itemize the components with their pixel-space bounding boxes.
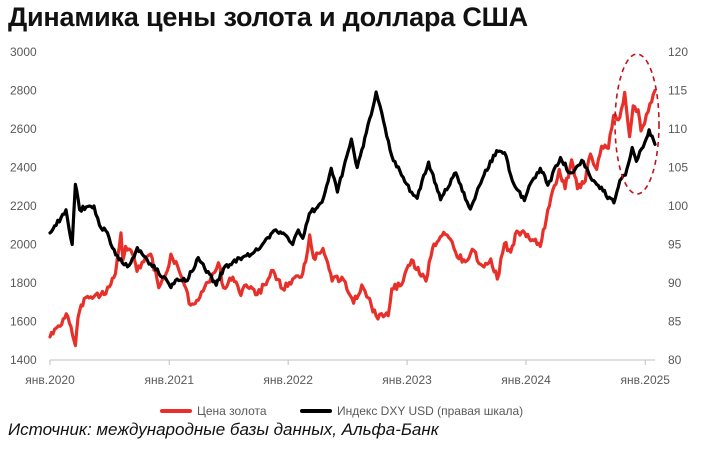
y-right-tick-label: 80 [668, 353, 682, 367]
x-tick-label: янв.2024 [501, 373, 551, 387]
x-tick-label: янв.2023 [382, 373, 432, 387]
x-tick-label: янв.2022 [263, 373, 313, 387]
y-left-tick-label: 2400 [10, 161, 37, 175]
axes: янв.2020 янв.2021 янв.2022 янв.2023 янв.2024… [10, 45, 688, 387]
highlight-ellipse [614, 53, 660, 195]
y-left-tick-label: 2000 [10, 238, 37, 252]
y-left-tick-label: 1600 [10, 315, 37, 329]
source-note: Источник: международные базы данных, Аль… [8, 420, 439, 439]
x-tick-label: янв.2021 [144, 373, 194, 387]
y-right-tick-label: 115 [668, 84, 687, 98]
x-tick-label: янв.2025 [620, 373, 670, 387]
y-left-tick-label: 2600 [10, 122, 37, 136]
y-left-tick-label: 3000 [10, 45, 37, 59]
y-right-tick-label: 95 [668, 238, 682, 252]
legend-label: Индекс DXY USD (правая шкала) [337, 404, 523, 418]
y-left-tick-label: 2800 [10, 84, 37, 98]
y-right-tick-label: 90 [668, 276, 682, 290]
y-left-tick-label: 1800 [10, 276, 37, 290]
series-layer [48, 88, 657, 348]
y-left-tick-label: 2200 [10, 199, 37, 213]
y-right-tick-label: 120 [668, 45, 688, 59]
x-tick-label: янв.2020 [25, 373, 75, 387]
y-right-tick-label: 110 [668, 122, 687, 136]
chart-title: Динамика цены золота и доллара США [8, 2, 528, 32]
y-left-tick-label: 1400 [10, 353, 37, 367]
series-line-dxy-index [48, 90, 657, 290]
chart: янв.2020 янв.2021 янв.2022 янв.2023 янв.2024… [10, 45, 688, 418]
legend: Цена золота Индекс DXY USD (правая шкала) [160, 404, 523, 418]
series-line-gold-price [48, 88, 657, 348]
y-right-tick-label: 100 [668, 199, 688, 213]
legend-label: Цена золота [197, 404, 267, 418]
y-right-tick-label: 105 [668, 161, 688, 175]
y-right-tick-label: 85 [668, 315, 682, 329]
